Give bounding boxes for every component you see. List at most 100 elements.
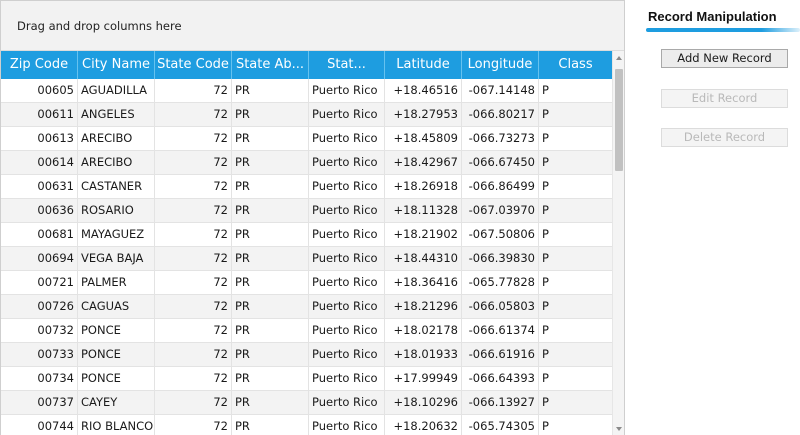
table-row[interactable]: 00636 ROSARIO 72 PR Puerto Rico +18.11328 -067… xyxy=(1,199,612,223)
latitude-cell[interactable]: +18.21296 xyxy=(385,295,462,318)
longitude-cell[interactable]: -066.67450 xyxy=(462,151,539,174)
state-code-cell[interactable]: 72 xyxy=(155,175,232,198)
zip-code-cell[interactable]: 00636 xyxy=(1,199,78,222)
longitude-cell[interactable]: -066.73273 xyxy=(462,127,539,150)
table-row[interactable]: 00605 AGUADILLA 72 PR Puerto Rico +18.46516 -0… xyxy=(1,79,612,103)
class-cell[interactable]: P xyxy=(542,371,549,385)
latitude-cell[interactable]: +18.21902 xyxy=(385,223,462,246)
latitude-cell[interactable]: +17.99949 xyxy=(385,367,462,390)
zip-code-cell[interactable]: 00733 xyxy=(1,343,78,366)
longitude-cell[interactable]: -067.03970 xyxy=(462,199,539,222)
state-name-cell[interactable]: Puerto Rico xyxy=(309,391,385,414)
state-abbreviation-cell[interactable]: PR xyxy=(232,247,309,270)
class-cell[interactable]: P xyxy=(542,107,549,121)
city-name-cell[interactable]: CAYEY xyxy=(78,391,155,414)
state-abbreviation-cell[interactable]: PR xyxy=(232,79,309,102)
longitude-cell[interactable]: -067.14148 xyxy=(462,79,539,102)
state-name-cell[interactable]: Puerto Rico xyxy=(309,79,385,102)
chevron-down-icon[interactable] xyxy=(613,422,624,435)
zip-code-cell[interactable]: 00681 xyxy=(1,223,78,246)
city-name-cell[interactable]: ARECIBO xyxy=(78,151,155,174)
latitude-cell[interactable]: +18.02178 xyxy=(385,319,462,342)
delete-record-button[interactable]: Delete Record xyxy=(661,128,788,147)
state-code-cell[interactable]: 72 xyxy=(155,223,232,246)
class-cell[interactable]: P xyxy=(542,83,549,97)
state-code-cell[interactable]: 72 xyxy=(155,127,232,150)
state-name-cell[interactable]: Puerto Rico xyxy=(309,151,385,174)
class-cell[interactable]: P xyxy=(542,419,549,433)
longitude-cell[interactable]: -065.74305 xyxy=(462,415,539,435)
zip-code-cell[interactable]: 00721 xyxy=(1,271,78,294)
state-name-cell[interactable]: Puerto Rico xyxy=(309,175,385,198)
table-row[interactable]: 00614 ARECIBO 72 PR Puerto Rico +18.42967 -066… xyxy=(1,151,612,175)
state-code-cell[interactable]: 72 xyxy=(155,415,232,435)
class-cell[interactable]: P xyxy=(542,131,549,145)
latitude-cell[interactable]: +18.10296 xyxy=(385,391,462,414)
city-name-cell[interactable]: RIO BLANCO xyxy=(78,415,155,435)
zip-code-cell[interactable]: 00611 xyxy=(1,103,78,126)
state-abbreviation-cell[interactable]: PR xyxy=(232,367,309,390)
class-cell[interactable]: P xyxy=(542,395,549,409)
column-header-longitude[interactable]: Longitude xyxy=(462,51,539,79)
longitude-cell[interactable]: -066.61916 xyxy=(462,343,539,366)
column-header-latitude[interactable]: Latitude xyxy=(385,51,462,79)
longitude-cell[interactable]: -067.50806 xyxy=(462,223,539,246)
longitude-cell[interactable]: -066.05803 xyxy=(462,295,539,318)
longitude-cell[interactable]: -066.13927 xyxy=(462,391,539,414)
city-name-cell[interactable]: CAGUAS xyxy=(78,295,155,318)
city-name-cell[interactable]: ARECIBO xyxy=(78,127,155,150)
zip-code-cell[interactable]: 00732 xyxy=(1,319,78,342)
class-cell[interactable]: P xyxy=(542,155,549,169)
latitude-cell[interactable]: +18.20632 xyxy=(385,415,462,435)
city-name-cell[interactable]: PONCE xyxy=(78,367,155,390)
latitude-cell[interactable]: +18.42967 xyxy=(385,151,462,174)
class-cell[interactable]: P xyxy=(542,251,549,265)
add-record-button[interactable]: Add New Record xyxy=(661,49,788,68)
zip-code-cell[interactable]: 00631 xyxy=(1,175,78,198)
state-code-cell[interactable]: 72 xyxy=(155,391,232,414)
table-row[interactable]: 00732 PONCE 72 PR Puerto Rico +18.02178 -066.6… xyxy=(1,319,612,343)
column-header-class[interactable]: Class xyxy=(558,57,593,72)
table-row[interactable]: 00726 CAGUAS 72 PR Puerto Rico +18.21296 -066.… xyxy=(1,295,612,319)
zip-code-cell[interactable]: 00744 xyxy=(1,415,78,435)
column-header-state-code[interactable]: State Code xyxy=(155,51,232,79)
latitude-cell[interactable]: +18.46516 xyxy=(385,79,462,102)
zip-code-cell[interactable]: 00734 xyxy=(1,367,78,390)
zip-code-cell[interactable]: 00726 xyxy=(1,295,78,318)
class-cell[interactable]: P xyxy=(542,179,549,193)
class-cell[interactable]: P xyxy=(542,203,549,217)
state-code-cell[interactable]: 72 xyxy=(155,271,232,294)
longitude-cell[interactable]: -066.61374 xyxy=(462,319,539,342)
table-row[interactable]: 00721 PALMER 72 PR Puerto Rico +18.36416 -065.… xyxy=(1,271,612,295)
state-name-cell[interactable]: Puerto Rico xyxy=(309,343,385,366)
city-name-cell[interactable]: VEGA BAJA xyxy=(78,247,155,270)
zip-code-cell[interactable]: 00613 xyxy=(1,127,78,150)
city-name-cell[interactable]: ROSARIO xyxy=(78,199,155,222)
latitude-cell[interactable]: +18.11328 xyxy=(385,199,462,222)
zip-code-cell[interactable]: 00737 xyxy=(1,391,78,414)
state-name-cell[interactable]: Puerto Rico xyxy=(309,295,385,318)
table-row[interactable]: 00681 MAYAGUEZ 72 PR Puerto Rico +18.21902 -06… xyxy=(1,223,612,247)
city-name-cell[interactable]: MAYAGUEZ xyxy=(78,223,155,246)
scrollbar-thumb[interactable] xyxy=(615,69,623,171)
edit-record-button[interactable]: Edit Record xyxy=(661,89,788,108)
state-abbreviation-cell[interactable]: PR xyxy=(232,103,309,126)
city-name-cell[interactable]: PALMER xyxy=(78,271,155,294)
column-header-zip-code[interactable]: Zip Code xyxy=(1,51,78,79)
table-row[interactable]: 00734 PONCE 72 PR Puerto Rico +17.99949 -066.6… xyxy=(1,367,612,391)
state-abbreviation-cell[interactable]: PR xyxy=(232,127,309,150)
zip-code-cell[interactable]: 00614 xyxy=(1,151,78,174)
state-abbreviation-cell[interactable]: PR xyxy=(232,271,309,294)
state-code-cell[interactable]: 72 xyxy=(155,79,232,102)
state-abbreviation-cell[interactable]: PR xyxy=(232,319,309,342)
state-name-cell[interactable]: Puerto Rico xyxy=(309,271,385,294)
latitude-cell[interactable]: +18.44310 xyxy=(385,247,462,270)
longitude-cell[interactable]: -065.77828 xyxy=(462,271,539,294)
state-name-cell[interactable]: Puerto Rico xyxy=(309,127,385,150)
class-cell[interactable]: P xyxy=(542,347,549,361)
table-row[interactable]: 00744 RIO BLANCO 72 PR Puerto Rico +18.20632-… xyxy=(1,415,612,435)
table-row[interactable]: 00631 CASTANER 72 PR Puerto Rico +18.26918 -06… xyxy=(1,175,612,199)
latitude-cell[interactable]: +18.36416 xyxy=(385,271,462,294)
group-drop-panel[interactable]: Drag and drop columns here xyxy=(1,1,624,51)
state-abbreviation-cell[interactable]: PR xyxy=(232,391,309,414)
